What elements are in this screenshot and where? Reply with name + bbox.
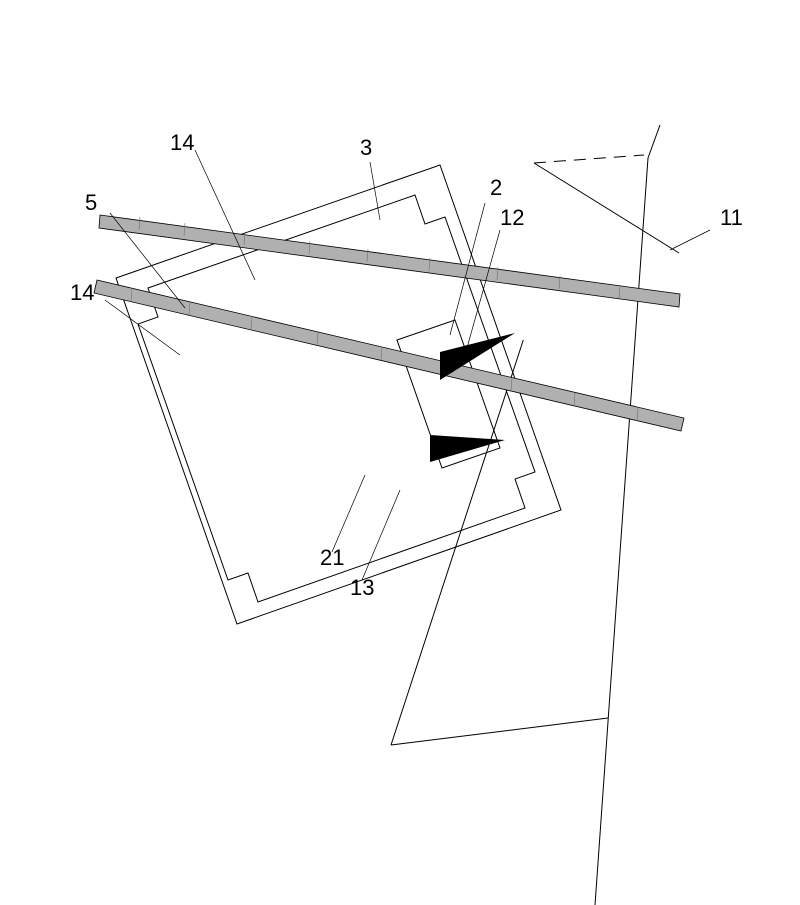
- callout-l11: 11: [720, 205, 743, 230]
- callout-l14a: 14: [170, 130, 194, 155]
- callout-l21: 21: [320, 545, 344, 570]
- callout-l12: 12: [500, 205, 524, 230]
- callout-l14b: 14: [70, 280, 94, 305]
- callout-l13: 13: [350, 575, 374, 600]
- callout-l5: 5: [85, 190, 97, 215]
- callout-l3: 3: [360, 135, 372, 160]
- arrowhead-lower: [430, 435, 505, 462]
- callout-l2: 2: [490, 175, 502, 200]
- bar-upper: [99, 215, 680, 307]
- bar-lower: [94, 280, 684, 431]
- technical-diagram: 14 3 5 14 2 12 11 2113: [0, 0, 800, 905]
